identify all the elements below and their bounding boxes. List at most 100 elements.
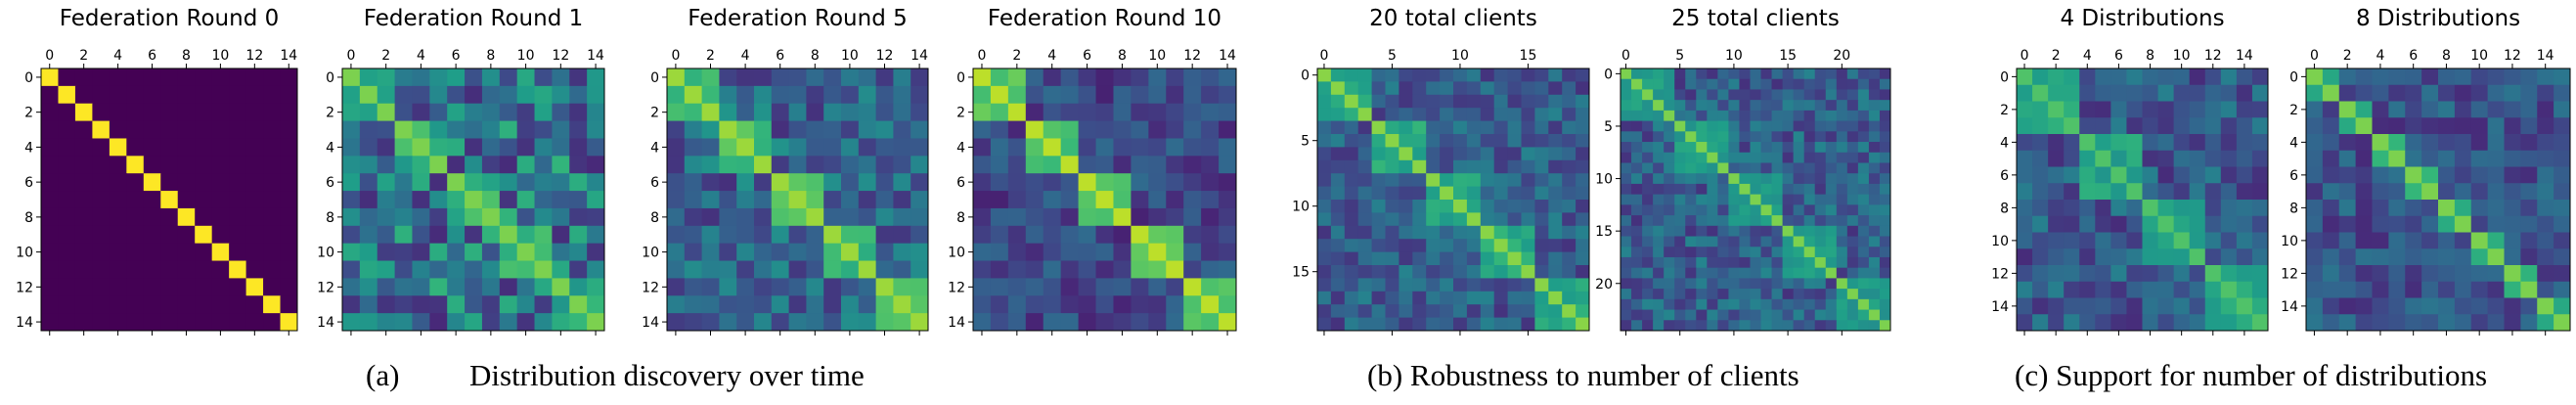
heatmap-cell	[2048, 281, 2065, 298]
heatmap-cell	[481, 225, 501, 245]
y-tick-label: 10	[317, 246, 334, 261]
heatmap-cell	[1357, 278, 1373, 292]
heatmap-cell	[481, 85, 501, 105]
heatmap-cell	[1739, 256, 1751, 269]
heatmap-cell	[1771, 120, 1784, 132]
heatmap-cell	[823, 103, 842, 122]
heatmap-cell	[2189, 150, 2206, 167]
heatmap-cell	[481, 173, 501, 192]
heatmap-cell	[1007, 103, 1027, 122]
heatmap-cell	[2470, 200, 2489, 217]
heatmap-cell	[394, 191, 413, 209]
heatmap-cell	[1317, 81, 1332, 96]
heatmap-cell	[1674, 298, 1686, 311]
heatmap-cell	[1371, 278, 1386, 292]
heatmap-cell	[1717, 256, 1729, 269]
heatmap-cell	[1219, 85, 1237, 105]
heatmap-cell	[2405, 248, 2422, 266]
heatmap-cell	[58, 156, 76, 174]
heatmap-cell	[465, 260, 483, 279]
heatmap-cell	[1879, 100, 1891, 112]
heatmap-cell	[1493, 239, 1509, 253]
heatmap-cell	[92, 207, 111, 227]
heatmap-cell	[229, 225, 247, 245]
heatmap-cell	[1095, 313, 1114, 332]
heatmap-cell	[1621, 204, 1632, 216]
heatmap-cell	[2355, 183, 2374, 201]
heatmap-cell	[2537, 248, 2554, 266]
heatmap-cell	[2372, 84, 2389, 102]
heatmap-cell	[1664, 78, 1675, 90]
heatmap-cell	[1330, 304, 1346, 319]
heatmap-cell	[1760, 236, 1773, 248]
heatmap-cell	[1739, 68, 1751, 80]
heatmap-cell	[1330, 120, 1346, 135]
heatmap-cell	[1739, 173, 1751, 185]
heatmap-cell	[1534, 239, 1549, 253]
heatmap-cell	[1868, 289, 1881, 300]
heatmap-cell	[2372, 183, 2389, 201]
heatmap-cell	[1836, 152, 1848, 163]
heatmap-cell	[2236, 314, 2253, 332]
heatmap-cell	[534, 207, 553, 227]
heatmap-cell	[2110, 314, 2127, 332]
heatmap-cell	[2554, 84, 2571, 102]
x-tick-label: 0	[45, 48, 54, 64]
heatmap-cell	[1707, 162, 1718, 174]
heatmap-cell	[499, 85, 518, 105]
heatmap-cell	[342, 278, 361, 296]
heatmap-cell	[1357, 291, 1373, 305]
heatmap-cell	[1453, 304, 1468, 319]
heatmap-cell	[2064, 232, 2080, 249]
heatmap-cell	[2520, 117, 2538, 135]
heatmap-cell	[1440, 186, 1454, 201]
heatmap-cell	[701, 243, 720, 262]
heatmap-cell	[2554, 101, 2571, 118]
heatmap-federation-round-5: Federation Round 5 0 2 4 6 8 10 12 14 0 2 4 6 8 10 12 14	[642, 6, 967, 337]
heatmap-cell	[177, 313, 196, 332]
heatmap-frame	[2305, 68, 2571, 332]
y-tick-label: 4	[2000, 135, 2009, 151]
heatmap-cell	[2405, 281, 2422, 298]
heatmap-cell	[465, 278, 483, 296]
heatmap-cell	[2017, 314, 2033, 332]
heatmap-cell	[1371, 173, 1386, 188]
heatmap-cell	[429, 260, 448, 279]
heatmap-cell	[2520, 68, 2538, 86]
heatmap-cell	[1739, 78, 1751, 90]
heatmap-cell	[1131, 85, 1149, 105]
heatmap-cell	[1113, 225, 1132, 245]
heatmap-frame	[1620, 68, 1891, 332]
heatmap-cell	[1548, 239, 1563, 253]
heatmap-cell	[245, 85, 264, 105]
heatmap-cell	[1631, 225, 1643, 238]
heatmap-cell	[1371, 147, 1386, 161]
heatmap-cell	[229, 156, 247, 174]
heatmap-cell	[359, 295, 378, 314]
heatmap-cell	[1707, 183, 1718, 196]
heatmap-cell	[2126, 248, 2143, 266]
heatmap-cell	[1385, 239, 1399, 253]
heatmap-cell	[2173, 281, 2191, 298]
heatmap-cell	[1399, 251, 1413, 266]
heatmap-cell	[1007, 85, 1027, 105]
heatmap-cell	[754, 207, 773, 227]
heatmap-cell	[771, 313, 790, 332]
heatmap-cell	[1493, 68, 1509, 82]
heatmap-cell	[2388, 314, 2406, 332]
y-tick-label: 4	[650, 140, 659, 156]
heatmap-cell	[1782, 142, 1795, 154]
heatmap-cell	[2405, 314, 2422, 332]
heatmap-cell	[1653, 131, 1665, 143]
heatmap-cell	[1095, 120, 1114, 139]
heatmap-cell	[143, 278, 161, 296]
heatmap-cell	[2454, 281, 2472, 298]
heatmap-cell	[2157, 265, 2175, 283]
heatmap-cell	[1183, 103, 1202, 122]
heatmap-cell	[1664, 256, 1675, 269]
heatmap-cell	[2487, 101, 2506, 118]
heatmap-cell	[1183, 85, 1202, 105]
heatmap-cell	[1507, 239, 1522, 253]
heatmap-cell	[1548, 225, 1563, 240]
heatmap-cell	[587, 207, 605, 227]
